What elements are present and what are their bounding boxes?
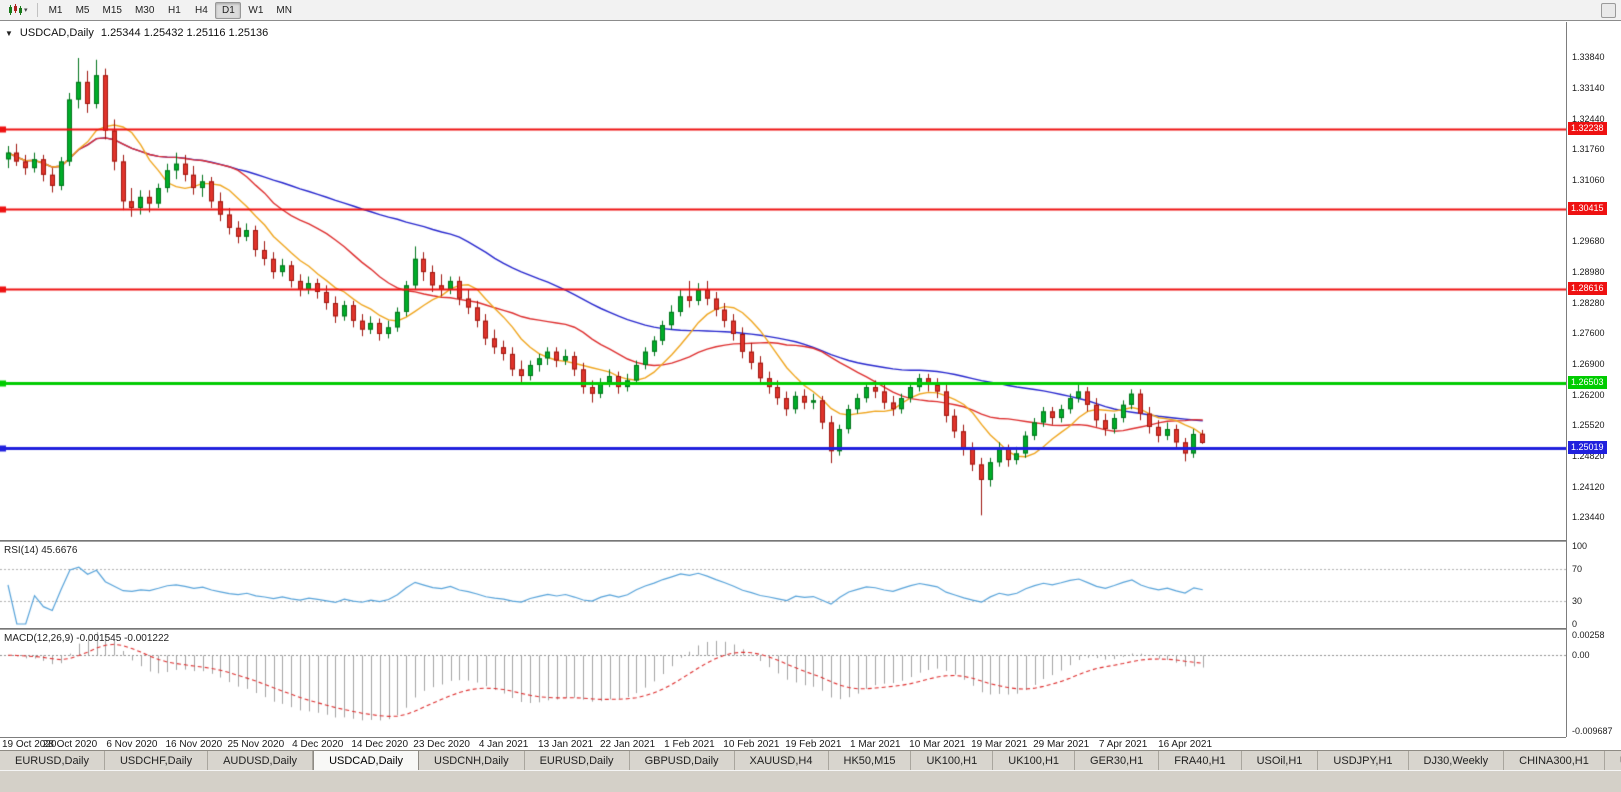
- timeframe-button-M30[interactable]: M30: [134, 4, 155, 16]
- chart-ohlc-header: ▼ USDCAD,Daily 1.25344 1.25432 1.25116 1…: [5, 27, 268, 39]
- pane-separator-rsi[interactable]: [0, 540, 1621, 542]
- price-line-tag-1.28616[interactable]: 1.28616: [1568, 282, 1607, 296]
- price-scale-label: 1.31760: [1572, 144, 1605, 154]
- date-axis-label: 23 Dec 2020: [413, 739, 470, 750]
- price-chart-pane[interactable]: [0, 22, 1566, 540]
- date-axis-label: 22 Jan 2021: [599, 739, 656, 750]
- date-axis-label: 19 Mar 2021: [971, 739, 1028, 750]
- date-axis-label: 28 Oct 2020: [42, 739, 98, 750]
- date-axis: 19 Oct 2020 28 Oct 2020 6 Nov 2020 16 Nov 2…: [0, 737, 1566, 750]
- date-axis-label: 25 Nov 2020: [227, 739, 285, 750]
- macd-scale-label: -0.009687: [1572, 726, 1613, 736]
- chart-tab-UK100-H1[interactable]: UK100,H1: [911, 751, 994, 770]
- date-axis-label: 16 Apr 2021: [1158, 739, 1213, 750]
- chart-tab-USOil-H1[interactable]: USOil,H1: [1241, 751, 1319, 770]
- chart-tab-GBPUSD-Daily[interactable]: GBPUSD,Daily: [629, 751, 735, 770]
- date-axis-label: 19 Feb 2021: [785, 739, 842, 750]
- rsi-scale-label: 30: [1572, 595, 1583, 606]
- chart-tab-USDCNH-Daily[interactable]: USDCNH,Daily: [419, 751, 525, 770]
- date-axis-label: 19 Oct 2020: [2, 739, 57, 750]
- price-scale-label: 1.26900: [1572, 358, 1605, 369]
- chart-tab-FRA40-H1[interactable]: FRA40,H1: [1159, 751, 1242, 770]
- chart-symbol-label: USDCAD,Daily: [19, 27, 94, 39]
- price-scale-label: 1.25520: [1572, 420, 1605, 430]
- price-scale-label: 1.29680: [1572, 236, 1605, 246]
- timeframe-button-H4[interactable]: H4: [195, 4, 208, 16]
- date-axis-label: 29 Mar 2021: [1033, 739, 1090, 750]
- price-scale-label: 1.33140: [1572, 82, 1605, 93]
- date-axis-label: 1 Feb 2021: [664, 739, 715, 750]
- candlestick-chart-icon: [9, 4, 22, 15]
- rsi-scale-label: 70: [1572, 564, 1583, 575]
- date-axis-label: 14 Dec 2020: [351, 739, 409, 750]
- pane-separator-macd[interactable]: [0, 628, 1621, 630]
- rsi-scale-label: 100: [1572, 541, 1588, 551]
- price-line-tag-1.26503[interactable]: 1.26503: [1568, 375, 1607, 389]
- price-line-tag-1.32238[interactable]: 1.32238: [1568, 121, 1607, 135]
- macd-scale-label: 0.00258: [1572, 630, 1605, 640]
- timeframe-button-MN[interactable]: MN: [276, 4, 292, 16]
- date-axis-label: 7 Apr 2021: [1098, 739, 1148, 750]
- date-axis-label: 4 Jan 2021: [478, 739, 529, 750]
- price-scale: 1.338401.331401.324401.317601.310601.303…: [1566, 22, 1621, 737]
- macd-pane[interactable]: [0, 630, 1566, 737]
- date-axis-label: 10 Feb 2021: [723, 739, 780, 750]
- chart-tab-USDCAD-Daily[interactable]: USDCAD,Daily: [313, 751, 420, 770]
- toolbar-overflow-button[interactable]: [1601, 3, 1616, 18]
- chart-ohlc-values: 1.25344 1.25432 1.25116 1.25136: [100, 27, 269, 39]
- date-axis-label: 10 Mar 2021: [909, 739, 966, 750]
- timeframe-button-D1[interactable]: D1: [215, 1, 242, 19]
- date-axis-label: 16 Nov 2020: [165, 739, 223, 750]
- chart-tab-EURUSD-Daily[interactable]: EURUSD,Daily: [0, 751, 105, 770]
- chart-tab-CHINA300-H1[interactable]: CHINA300,H1: [1504, 751, 1605, 770]
- price-scale-label: 1.33840: [1572, 52, 1605, 62]
- chart-tab-GER30-H1[interactable]: GER30,H1: [1075, 751, 1160, 770]
- rsi-scale-label: 0: [1572, 619, 1578, 629]
- chart-tab-USDCHF-Daily[interactable]: USDCHF,Daily: [104, 751, 209, 770]
- macd-indicator-label: MACD(12,26,9) -0.001545 -0.001222: [4, 633, 170, 644]
- price-scale-label: 1.23440: [1572, 512, 1605, 522]
- timeframe-button-W1[interactable]: W1: [248, 4, 264, 16]
- price-scale-label: 1.27600: [1572, 328, 1605, 338]
- symbol-dropdown-icon[interactable]: ▼: [5, 28, 13, 38]
- timeframe-button-M1[interactable]: M1: [48, 4, 63, 16]
- date-axis-label: 4 Dec 2020: [292, 739, 344, 750]
- macd-scale-label: 0.00: [1572, 650, 1590, 661]
- price-scale-label: 1.31060: [1572, 174, 1605, 185]
- chart-tab-XAUUSD-H4[interactable]: XAUUSD,H4: [734, 751, 829, 770]
- date-axis-label: 6 Nov 2020: [106, 739, 158, 750]
- price-scale-label: 1.28280: [1572, 297, 1605, 308]
- price-scale-label: 1.24120: [1572, 481, 1605, 492]
- rsi-pane[interactable]: [0, 542, 1566, 628]
- chart-tab-USDJPY-H1[interactable]: USDJPY,H1: [1318, 751, 1409, 770]
- chart-tab-U[interactable]: U: [1604, 751, 1621, 770]
- price-scale-label: 1.28980: [1572, 266, 1605, 277]
- rsi-indicator-label: RSI(14) 45.6676: [4, 545, 78, 556]
- status-bar: [0, 770, 1621, 792]
- chart-tab-bar: EURUSD,Daily USDCHF,Daily AUDUSD,Daily USDC…: [0, 750, 1621, 770]
- chart-tab-DJ30-Weekly[interactable]: DJ30,Weekly: [1408, 751, 1505, 770]
- timeframe-button-H1[interactable]: H1: [168, 4, 181, 16]
- date-axis-label: 1 Mar 2021: [850, 739, 901, 750]
- price-scale-label: 1.26200: [1572, 389, 1605, 400]
- price-line-tag-1.30415[interactable]: 1.30415: [1568, 202, 1607, 216]
- chart-tab-UK100-H1[interactable]: UK100,H1: [993, 751, 1076, 770]
- date-axis-label: 13 Jan 2021: [538, 739, 594, 750]
- chevron-down-icon: ▾: [24, 7, 28, 14]
- chart-type-dropdown[interactable]: ▾: [4, 2, 32, 19]
- price-scale-label: 1.24820: [1572, 450, 1605, 461]
- timeframe-button-M15[interactable]: M15: [102, 4, 122, 16]
- chart-tab-AUDUSD-Daily[interactable]: AUDUSD,Daily: [208, 751, 314, 770]
- chart-tab-EURUSD-Daily[interactable]: EURUSD,Daily: [524, 751, 630, 770]
- timeframe-button-M5[interactable]: M5: [75, 4, 90, 16]
- price-line-tag-1.25019[interactable]: 1.25019: [1568, 441, 1607, 455]
- toolbar-separator: [36, 3, 38, 17]
- price-scale-label: 1.32440: [1572, 113, 1605, 124]
- chart-tab-HK50-M15[interactable]: HK50,M15: [828, 751, 912, 770]
- timeframe-toolbar: ▾ M1 M5 M15 M30 H1 H4 D1 W1 MN: [0, 0, 1621, 21]
- timeframe-buttons-group: M1 M5 M15 M30 H1 H4 D1 W1 MN: [43, 1, 298, 19]
